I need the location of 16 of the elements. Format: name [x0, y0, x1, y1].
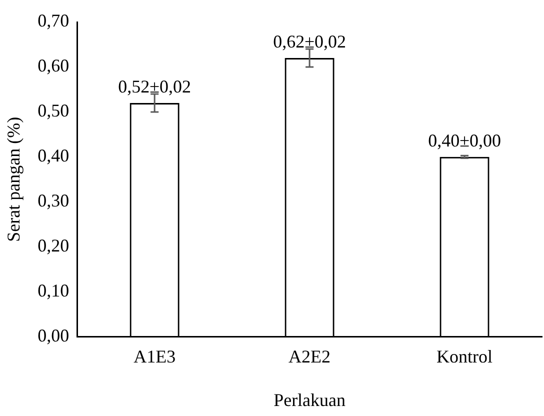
y-tick-label: 0,50: [38, 100, 70, 121]
data-label: 0,52±0,02: [118, 76, 192, 97]
data-label: 0,62±0,02: [273, 32, 346, 52]
y-tick-label: 0,40: [38, 146, 70, 166]
x-tick-label: A1E3: [134, 346, 176, 366]
y-tick-label: 0,60: [38, 56, 70, 76]
y-tick-label: 0,00: [38, 326, 70, 346]
y-tick-label: 0,10: [38, 280, 70, 301]
x-tick-label: Kontrol: [436, 346, 493, 366]
y-axis-title: Serat pangan (%): [4, 116, 24, 242]
x-tick-label: A2E2: [288, 346, 331, 366]
data-label: 0,40±0,00: [428, 130, 501, 151]
y-tick-label: 0,70: [38, 10, 70, 31]
y-tick-label: 0,20: [38, 236, 70, 256]
y-tick-label: 0,30: [38, 190, 70, 211]
x-axis-title: Perlakuan: [274, 390, 346, 410]
